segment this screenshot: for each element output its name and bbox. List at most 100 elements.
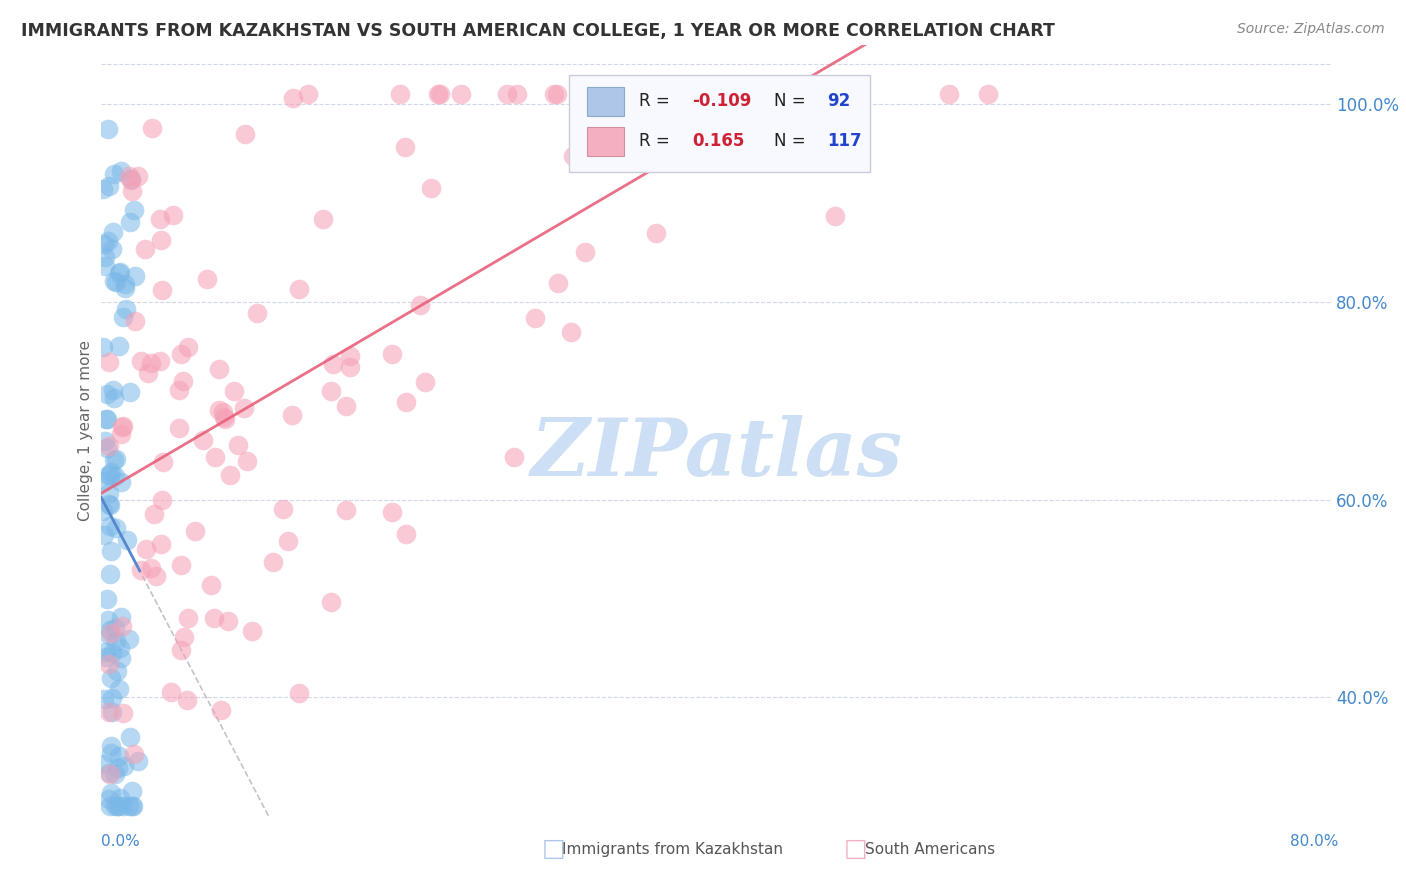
Point: [450, 87, 472, 101]
Point: [160, 685, 183, 699]
Point: [105, 276, 128, 290]
Point: [574, 245, 596, 260]
Point: [977, 87, 1000, 101]
Point: [141, 121, 163, 136]
Point: [104, 799, 127, 814]
Point: [118, 385, 141, 400]
Point: [103, 167, 125, 181]
Point: [100, 706, 122, 720]
Point: [134, 242, 156, 256]
Point: [108, 339, 131, 353]
Point: [127, 755, 149, 769]
Point: [287, 686, 309, 700]
Point: [108, 749, 131, 764]
Point: [111, 618, 134, 632]
Point: [394, 527, 416, 541]
Point: [112, 310, 135, 324]
Point: [111, 419, 134, 434]
Point: [212, 405, 235, 419]
Point: [524, 310, 547, 325]
Point: [131, 353, 153, 368]
Text: N =: N =: [775, 92, 806, 110]
Point: [204, 450, 226, 464]
Point: [688, 87, 710, 101]
Point: [162, 208, 184, 222]
Point: [110, 475, 132, 489]
Point: [94, 412, 117, 426]
Point: [502, 450, 524, 464]
Point: [654, 87, 676, 101]
Point: [547, 276, 569, 290]
Point: [110, 164, 132, 178]
Point: [94, 434, 117, 448]
Point: [96, 649, 118, 664]
Text: 0.165: 0.165: [692, 132, 744, 150]
Point: [91, 182, 114, 196]
Point: [98, 766, 121, 780]
Point: [124, 269, 146, 284]
Point: [644, 226, 666, 240]
Point: [621, 99, 644, 113]
Point: [98, 628, 121, 642]
Text: R =: R =: [638, 92, 675, 110]
Point: [110, 426, 132, 441]
Point: [101, 242, 124, 256]
Point: [98, 566, 121, 581]
Point: [100, 786, 122, 800]
Point: [176, 692, 198, 706]
Point: [172, 374, 194, 388]
Point: [121, 799, 143, 814]
Point: [124, 313, 146, 327]
Point: [104, 621, 127, 635]
Point: [169, 347, 191, 361]
Point: [209, 703, 232, 717]
Text: 92: 92: [827, 92, 851, 110]
Point: [103, 392, 125, 406]
Point: [409, 297, 432, 311]
Point: [94, 474, 117, 488]
Point: [395, 394, 418, 409]
Point: [100, 671, 122, 685]
Point: [93, 528, 115, 542]
Point: [277, 534, 299, 549]
Point: [236, 454, 259, 468]
Text: □: □: [541, 838, 565, 861]
Point: [824, 210, 846, 224]
Point: [233, 128, 256, 142]
Point: [108, 791, 131, 805]
Point: [105, 451, 128, 466]
Point: [173, 630, 195, 644]
Point: [96, 441, 118, 455]
Point: [321, 384, 343, 399]
Point: [200, 578, 222, 592]
Point: [150, 493, 173, 508]
Point: [110, 610, 132, 624]
Point: [335, 503, 357, 517]
Point: [100, 465, 122, 479]
Point: [96, 411, 118, 425]
Point: [184, 524, 207, 538]
Point: [98, 792, 121, 806]
Point: [233, 401, 256, 415]
Point: [97, 439, 120, 453]
Point: [195, 272, 218, 286]
Point: [94, 259, 117, 273]
Point: [117, 169, 139, 183]
Point: [394, 140, 416, 154]
Point: [149, 354, 172, 368]
Point: [228, 438, 250, 452]
Point: [110, 651, 132, 665]
Point: [208, 361, 231, 376]
Point: [136, 367, 159, 381]
Point: [103, 274, 125, 288]
Point: [100, 739, 122, 754]
Point: [335, 400, 357, 414]
Point: [91, 504, 114, 518]
Point: [297, 87, 319, 101]
Point: [152, 455, 174, 469]
Point: [208, 403, 231, 417]
Point: [938, 87, 960, 101]
Point: [218, 467, 240, 482]
Text: Immigrants from Kazakhstan: Immigrants from Kazakhstan: [562, 842, 783, 856]
Text: □: □: [844, 838, 868, 861]
